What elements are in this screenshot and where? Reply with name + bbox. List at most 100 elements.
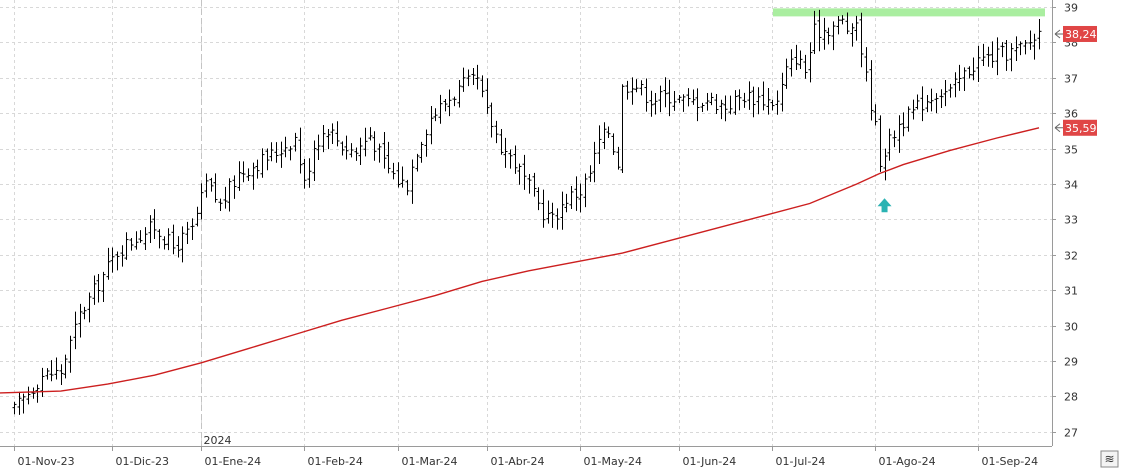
ohlc-bar [1009, 43, 1014, 72]
ohlc-bar [489, 102, 494, 138]
ohlc-bar [541, 189, 546, 228]
ohlc-bar [808, 42, 813, 83]
ohlc-bar [527, 174, 532, 194]
ohlc-bar [695, 88, 700, 122]
ohlc-bar [45, 368, 50, 380]
last-value-tags: 38,24 35,59 [1054, 25, 1097, 136]
ohlc-bar [415, 153, 420, 172]
ohlc-bar [1014, 36, 1019, 62]
ohlc-bar [897, 115, 902, 153]
ohlc-bar [494, 120, 499, 144]
ohlc-bar [976, 45, 981, 83]
ohlc-bar [508, 149, 513, 169]
ohlc-bar [143, 227, 148, 251]
x-tick-label: 01-Abr-24 [491, 455, 545, 468]
ohlc-bar [934, 93, 939, 114]
y-tick-label: 33 [1064, 214, 1078, 227]
ohlc-bar [714, 94, 719, 115]
ohlc-bar [761, 81, 766, 111]
collapse-arrows-icon: ≋ [1104, 452, 1114, 466]
ohlc-bar [87, 292, 92, 323]
ohlc-bar [129, 238, 134, 251]
ohlc-bar [513, 145, 518, 174]
ohlc-bar [700, 102, 705, 113]
ohlc-bar [157, 229, 162, 249]
up-arrow-icon [877, 198, 892, 213]
ohlc-bar [812, 10, 817, 54]
y-tick-label: 28 [1064, 391, 1078, 404]
ohlc-bar [850, 23, 855, 47]
ohlc-bar [588, 165, 593, 182]
ohlc-bar [723, 95, 728, 122]
ohlc-bar [826, 27, 831, 45]
ohlc-bar [461, 67, 466, 92]
ohlc-bar [990, 41, 995, 68]
ohlc-bar [433, 108, 438, 122]
ohlc-bar [606, 126, 611, 138]
ohlc-bar [485, 78, 490, 114]
ohlc-bar [1032, 33, 1037, 60]
ohlc-bar [419, 141, 424, 163]
ohlc-bar [499, 129, 504, 155]
ohlc-bar [536, 187, 541, 211]
ohlc-bar [124, 232, 129, 260]
ohlc-bar [241, 161, 246, 183]
ohlc-bar [644, 78, 649, 112]
ohlc-bar [35, 384, 40, 403]
ohlc-bar [878, 115, 883, 172]
x-tick-label: 01-Feb-24 [308, 455, 363, 468]
ohlc-bar [822, 17, 827, 50]
collapse-button[interactable]: ≋ [1100, 450, 1119, 468]
ohlc-bar [298, 127, 303, 174]
ohlc-bar [213, 173, 218, 203]
ohlc-bar [386, 141, 391, 174]
ohlc-bar [372, 131, 377, 161]
ohlc-bar [733, 90, 738, 115]
ohlc-bar [134, 231, 139, 250]
ohlc-bar [54, 357, 59, 380]
y-tick-label: 32 [1064, 250, 1078, 263]
ohlc-bar [17, 391, 22, 415]
ohlc-bar [471, 68, 476, 85]
ohlc-bar [911, 99, 916, 120]
ohlc-bar [480, 75, 485, 98]
ohlc-bar [775, 90, 780, 115]
year-marker: 2024 [204, 434, 232, 447]
ohlc-bar [429, 106, 434, 145]
axes [0, 0, 1053, 447]
ohlc-bar [892, 130, 897, 148]
ohlc-bar [63, 354, 68, 379]
ohlc-bar [751, 86, 756, 118]
ohlc-bar [443, 98, 448, 112]
ohlc-bar [106, 247, 111, 280]
ohlc-bar [602, 122, 607, 150]
ohlc-bar [396, 162, 401, 188]
ohlc-bar [831, 21, 836, 51]
ohlc-bar [78, 303, 83, 338]
ohlc-bar [424, 129, 429, 157]
ohlc-bar [798, 50, 803, 70]
ohlc-bar [400, 166, 405, 188]
ohlc-bar [854, 15, 859, 41]
ohlc-bar [279, 141, 284, 168]
x-tick-label: 01-Jun-24 [683, 455, 737, 468]
ohlc-bar [920, 86, 925, 122]
x-tick-label: 01-Dic-23 [116, 455, 170, 468]
ohlc-bar [686, 88, 691, 107]
ohlc-bar [246, 168, 251, 182]
ohlc-bar [377, 143, 382, 163]
ohlc-bar [283, 136, 288, 158]
ohlc-bar [59, 364, 64, 385]
resistance-band-rect [772, 8, 1045, 17]
ohlc-bar [691, 89, 696, 105]
y-tick-label: 39 [1064, 2, 1078, 15]
ohlc-bar [110, 247, 115, 273]
ohlc-bar [171, 224, 176, 255]
ohlc-bar [138, 230, 143, 243]
ohlc-bar [1004, 40, 1009, 71]
ohlc-bar [756, 87, 761, 115]
ohlc-bar [986, 46, 991, 67]
ohlc-bar [410, 159, 415, 204]
